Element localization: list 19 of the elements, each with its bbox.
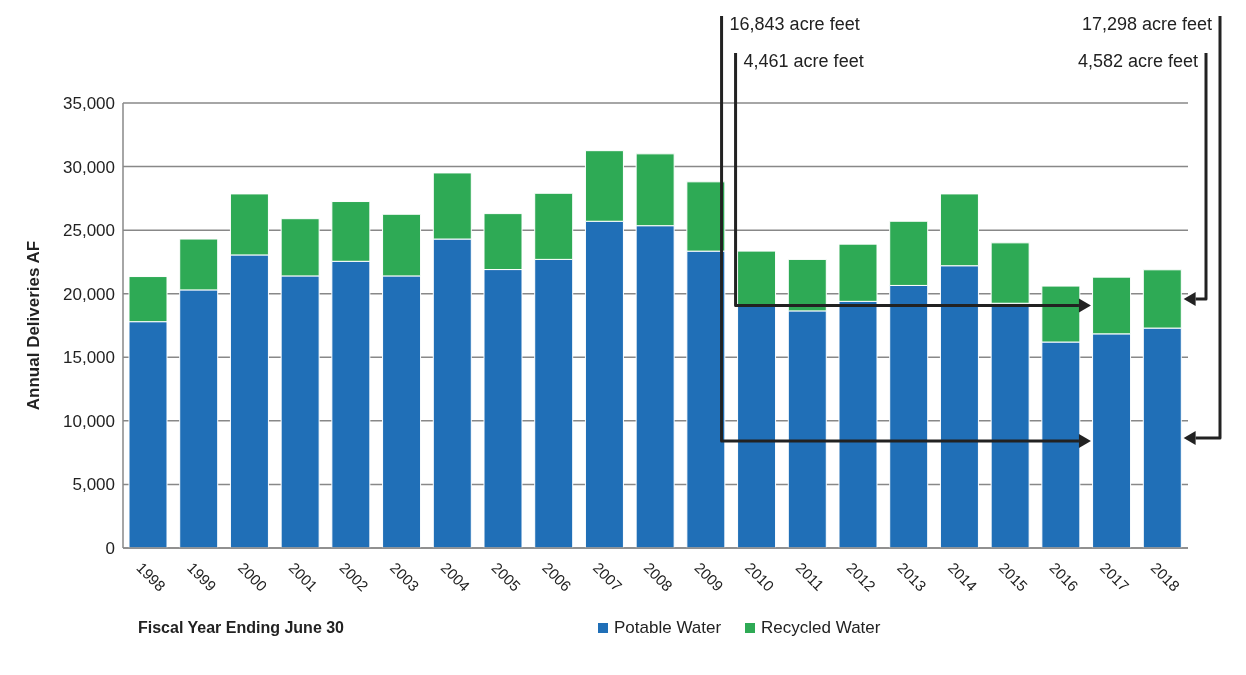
y-tick-label: 30,000 [63, 157, 115, 177]
legend-label: Recycled Water [760, 618, 881, 638]
bar [737, 250, 777, 307]
text: 16,843 acre feet [729, 14, 860, 34]
bar [737, 305, 777, 548]
text: 4,461 acre feet [743, 51, 864, 71]
y-tick-label: 10,000 [63, 411, 115, 431]
text: 4,582 acre feet [1077, 51, 1198, 71]
y-tick-label: 35,000 [63, 94, 115, 114]
text: 17,298 acre feet [1081, 14, 1212, 34]
y-tick-label: 15,000 [63, 348, 115, 368]
y-tick-label: 5,000 [72, 475, 115, 495]
bar [990, 242, 1030, 304]
y-tick-label: 20,000 [63, 284, 115, 304]
legend-label: Potable Water [613, 618, 722, 638]
y-tick-label: 25,000 [63, 221, 115, 241]
y-tick-label: 0 [105, 539, 115, 559]
x-axis-title: Fiscal Year Ending June 30 [137, 619, 345, 637]
y-axis-title: Annual Deliveries AF [24, 240, 44, 411]
